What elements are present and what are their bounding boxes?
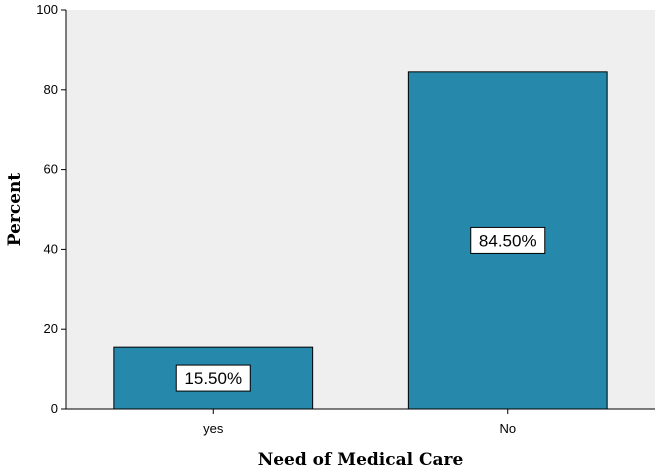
y-tick-label: 0: [51, 401, 58, 416]
x-tick-label: yes: [203, 421, 224, 436]
y-tick-label: 60: [44, 162, 58, 177]
bars: 15.50% 84.50%: [113, 71, 608, 410]
x-tick-label: No: [499, 421, 516, 436]
data-label: 84.50%: [479, 231, 537, 250]
y-tick-label: 100: [36, 2, 58, 17]
y-axis-ticks: 0 20 40 60 80 100: [36, 2, 66, 416]
y-tick-label: 20: [44, 321, 58, 336]
y-axis-title: Percent: [5, 173, 25, 247]
x-axis-ticks: yes No: [203, 409, 516, 436]
data-label-box: [470, 226, 546, 254]
x-axis-title: Need of Medical Care: [258, 450, 464, 470]
data-label-box: [175, 364, 251, 392]
y-tick-label: 40: [44, 241, 58, 256]
data-label: 15.50%: [184, 369, 242, 388]
y-tick-label: 80: [44, 82, 58, 97]
